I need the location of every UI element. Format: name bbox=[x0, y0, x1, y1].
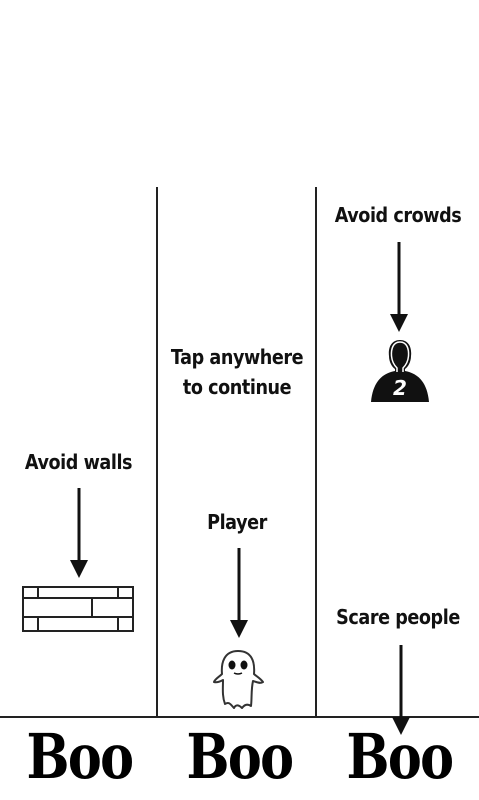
down-arrow-icon bbox=[70, 488, 88, 578]
avoid-walls-label: Avoid walls bbox=[24, 450, 133, 474]
down-arrow-icon bbox=[230, 548, 248, 638]
boo-button-right[interactable]: Boo bbox=[346, 720, 455, 793]
tap-instruction-line1: Tap anywhere bbox=[170, 345, 304, 369]
lane-divider-right bbox=[315, 187, 317, 718]
ground-line bbox=[0, 716, 479, 718]
ghost-icon[interactable] bbox=[212, 648, 264, 710]
lane-divider-left bbox=[156, 187, 158, 718]
brick-wall-icon bbox=[22, 586, 134, 632]
down-arrow-icon bbox=[392, 645, 410, 735]
avoid-crowds-label: Avoid crowds bbox=[334, 203, 462, 227]
boo-button-left[interactable]: Boo bbox=[26, 720, 135, 793]
player-label: Player bbox=[207, 510, 267, 534]
crowd-count: 2 bbox=[393, 376, 407, 400]
boo-button-center[interactable]: Boo bbox=[186, 720, 295, 793]
scare-people-label: Scare people bbox=[336, 605, 460, 629]
down-arrow-icon bbox=[390, 242, 408, 332]
tap-instruction-line2: to continue bbox=[182, 375, 292, 399]
person-silhouette-icon bbox=[371, 340, 429, 402]
